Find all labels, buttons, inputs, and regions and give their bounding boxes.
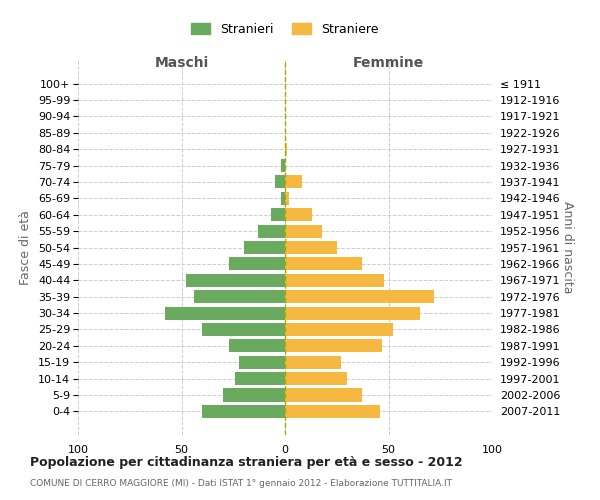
- Bar: [285, 405, 380, 418]
- Bar: [281, 159, 285, 172]
- Text: COMUNE DI CERRO MAGGIORE (MI) - Dati ISTAT 1° gennaio 2012 - Elaborazione TUTTIT: COMUNE DI CERRO MAGGIORE (MI) - Dati IST…: [30, 480, 452, 488]
- Bar: [285, 224, 322, 237]
- Bar: [285, 241, 337, 254]
- Bar: [194, 290, 285, 303]
- Bar: [271, 208, 285, 222]
- Legend: Stranieri, Straniere: Stranieri, Straniere: [187, 18, 383, 40]
- Bar: [285, 306, 419, 320]
- Bar: [285, 356, 341, 369]
- Bar: [223, 388, 285, 402]
- Bar: [285, 208, 312, 222]
- Y-axis label: Fasce di età: Fasce di età: [19, 210, 32, 285]
- Bar: [258, 224, 285, 237]
- Bar: [285, 323, 392, 336]
- Bar: [239, 356, 285, 369]
- Bar: [285, 274, 385, 287]
- Bar: [285, 372, 347, 385]
- Bar: [229, 258, 285, 270]
- Bar: [285, 340, 382, 352]
- Bar: [244, 241, 285, 254]
- Bar: [235, 372, 285, 385]
- Bar: [285, 176, 302, 188]
- Bar: [281, 192, 285, 205]
- Bar: [285, 290, 434, 303]
- Bar: [202, 323, 285, 336]
- Bar: [202, 405, 285, 418]
- Text: Popolazione per cittadinanza straniera per età e sesso - 2012: Popolazione per cittadinanza straniera p…: [30, 456, 463, 469]
- Bar: [285, 192, 289, 205]
- Bar: [275, 176, 285, 188]
- Bar: [185, 274, 285, 287]
- Bar: [229, 340, 285, 352]
- Bar: [165, 306, 285, 320]
- Y-axis label: Anni di nascita: Anni di nascita: [561, 201, 574, 294]
- Bar: [285, 388, 362, 402]
- Bar: [285, 258, 362, 270]
- Text: Femmine: Femmine: [353, 56, 424, 70]
- Bar: [285, 142, 287, 156]
- Text: Maschi: Maschi: [154, 56, 209, 70]
